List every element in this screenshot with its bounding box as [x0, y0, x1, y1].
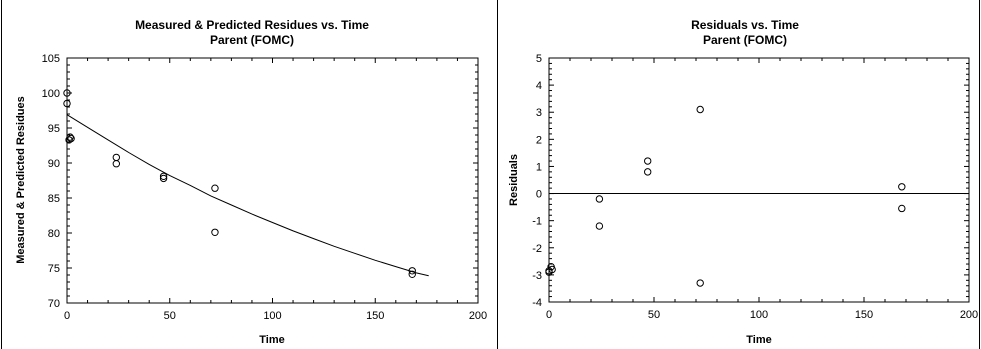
- ticks: 0 50 100 150 200 -4 -3 -2 -1 0 1 2 3 4 5: [532, 53, 978, 321]
- x-tick-label: 200: [469, 310, 487, 322]
- data-point: [112, 153, 121, 162]
- y-axis-label: Measured & Predicted Residues: [15, 96, 27, 264]
- chart-subtitle: Parent (FOMC): [703, 33, 787, 47]
- y-tick-label: 95: [48, 123, 60, 135]
- x-tick-label: 100: [263, 310, 281, 322]
- y-tick-label: 80: [48, 228, 60, 240]
- data-point: [595, 195, 604, 203]
- x-tick-label: 0: [546, 309, 552, 321]
- chart-subtitle: Parent (FOMC): [210, 33, 294, 47]
- x-tick-label: 150: [855, 309, 873, 321]
- y-tick-label: 5: [536, 53, 542, 65]
- y-axis-label: Residuals: [508, 154, 520, 206]
- data-point: [548, 265, 556, 274]
- y-tick-label: -4: [532, 297, 542, 309]
- y-tick-label: 100: [42, 88, 60, 100]
- x-axis-label: Time: [259, 334, 284, 346]
- y-tick-label: 3: [536, 107, 542, 119]
- ticks: 0 50 100 150 200 70 75 80 85 90 95 100 105: [42, 53, 488, 322]
- y-tick-label: -3: [532, 270, 542, 282]
- y-tick-label: -1: [532, 216, 542, 228]
- data-point: [211, 184, 219, 192]
- y-tick-label: 75: [48, 263, 60, 275]
- data-point: [644, 168, 652, 176]
- x-tick-label: 100: [750, 309, 768, 321]
- y-tick-label: 2: [536, 134, 542, 146]
- y-tick-label: -2: [532, 243, 542, 255]
- data-point: [211, 228, 219, 237]
- y-tick-label: 4: [536, 80, 542, 92]
- data-marks: [545, 105, 969, 287]
- x-tick-label: 0: [64, 310, 70, 322]
- data-point: [408, 270, 416, 278]
- data-point: [63, 99, 71, 108]
- residuals-chart: Residuals vs. Time Parent (FOMC) Time Re…: [508, 18, 978, 346]
- data-point: [67, 134, 75, 143]
- plot-area: [66, 57, 479, 304]
- y-tick-label: 105: [42, 53, 60, 65]
- data-point: [696, 105, 704, 114]
- chart-title: Residuals vs. Time: [691, 18, 799, 32]
- data-point: [696, 279, 704, 287]
- x-tick-label: 200: [960, 309, 978, 321]
- chart-title: Measured & Predicted Residues vs. Time: [135, 18, 369, 32]
- x-axis-label: Time: [746, 334, 771, 346]
- fit-curve: [66, 114, 429, 277]
- x-tick-label: 50: [164, 310, 176, 322]
- y-tick-label: 70: [48, 298, 60, 310]
- data-point: [66, 133, 74, 141]
- data-point: [159, 172, 168, 181]
- x-tick-label: 150: [366, 310, 384, 322]
- data-marks: [63, 89, 429, 278]
- data-point: [898, 204, 906, 213]
- y-tick-label: 90: [48, 158, 60, 170]
- data-point: [644, 157, 652, 165]
- x-tick-label: 50: [648, 309, 660, 321]
- data-point: [898, 183, 906, 191]
- measured-predicted-chart: Measured & Predicted Residues vs. Time P…: [15, 18, 487, 346]
- y-tick-label: 85: [48, 193, 60, 205]
- data-point: [595, 222, 604, 230]
- data-point: [159, 174, 168, 183]
- plot-area: [548, 57, 970, 303]
- y-tick-label: 1: [536, 161, 542, 173]
- data-point: [63, 89, 71, 97]
- data-point: [112, 160, 121, 168]
- y-tick-label: 0: [536, 189, 542, 201]
